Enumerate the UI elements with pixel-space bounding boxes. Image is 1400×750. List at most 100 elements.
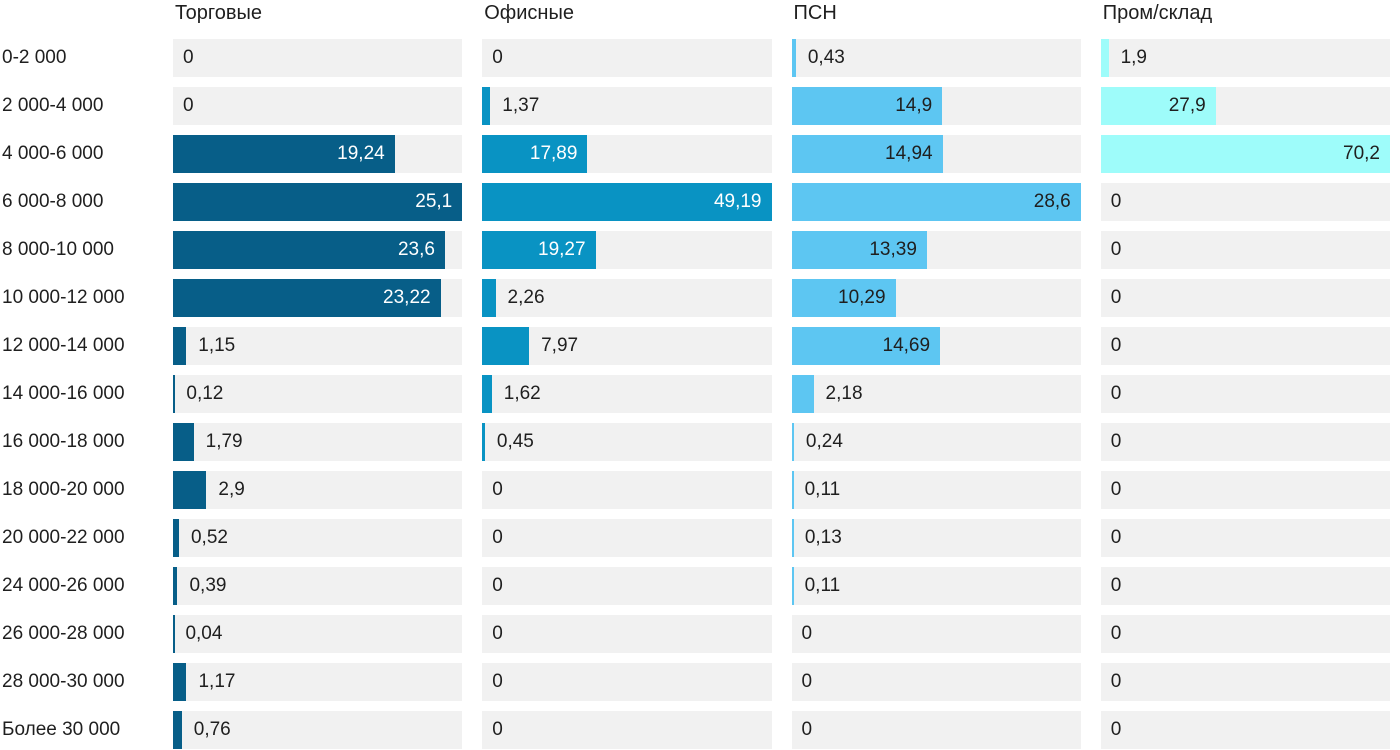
bar-value: 2,26 — [507, 287, 545, 308]
bar-value: 0 — [492, 575, 503, 596]
bar-fill: 17,89 — [482, 135, 588, 173]
bar-track: 0 — [482, 567, 772, 605]
row-label: 0-2 000 — [2, 47, 67, 68]
bar-fill: 19,24 — [173, 135, 395, 173]
row-label: 24 000-26 000 — [2, 575, 125, 596]
bar-fill: 23,22 — [173, 279, 441, 317]
bar-fill: 27,9 — [1100, 87, 1216, 125]
bar-fill — [482, 87, 491, 125]
bar-value: 0 — [492, 623, 503, 644]
bar-fill — [791, 471, 794, 509]
bar-value: 70,2 — [1343, 143, 1380, 164]
bar-track: 0 — [173, 87, 463, 125]
bar-track: 0 — [1100, 711, 1390, 749]
bar-track: 0 — [1100, 663, 1390, 701]
bar-track: 0,76 — [173, 711, 463, 749]
bar-value: 0,11 — [804, 479, 841, 500]
bar-value: 0,24 — [805, 431, 843, 452]
bar-track: 14,94 — [791, 135, 1081, 173]
bar-track: 0 — [791, 663, 1081, 701]
bar-value: 0 — [1110, 431, 1122, 452]
bar-fill: 70,2 — [1100, 135, 1390, 173]
bar-value: 27,9 — [1168, 95, 1206, 116]
bar-value: 0 — [801, 719, 813, 740]
row-label: 14 000-16 000 — [2, 383, 125, 404]
bar-track: 23,6 — [173, 231, 463, 269]
bar-fill: 13,39 — [791, 231, 927, 269]
bar-value: 0,52 — [190, 527, 228, 548]
bar-value: 25,1 — [415, 191, 453, 212]
bar-track: 0,39 — [173, 567, 463, 605]
bar-track: 0 — [482, 711, 772, 749]
bar-value: 0 — [492, 479, 503, 500]
bar-fill — [173, 615, 175, 653]
bar-fill — [173, 711, 182, 749]
bar-fill — [791, 423, 794, 461]
bar-track: 0 — [482, 615, 772, 653]
bar-value: 0 — [1110, 527, 1122, 548]
bar-track: 0 — [1100, 279, 1390, 317]
bar-value: 2,9 — [218, 479, 245, 500]
bar-value: 1,17 — [198, 671, 236, 692]
bar-track: 0,04 — [173, 615, 463, 653]
bar-track: 0 — [173, 39, 463, 77]
bar-fill — [482, 279, 496, 317]
bar-value: 0,45 — [496, 431, 534, 452]
bar-value: 0 — [183, 95, 194, 116]
bar-value: 0 — [801, 671, 813, 692]
bar-value: 19,24 — [337, 143, 385, 164]
bar-value: 0,76 — [193, 719, 231, 740]
row-label: 12 000-14 000 — [2, 335, 125, 356]
bar-fill: 14,9 — [791, 87, 943, 125]
bar-track: 19,24 — [173, 135, 463, 173]
bar-fill — [791, 375, 814, 413]
bar-track: 0,11 — [791, 567, 1081, 605]
bar-value: 0,13 — [804, 527, 842, 548]
bar-track: 0,13 — [791, 519, 1081, 557]
bar-track: 0,45 — [482, 423, 772, 461]
bar-track: 70,2 — [1100, 135, 1390, 173]
bar-track: 0 — [1100, 471, 1390, 509]
bar-track: 0 — [1100, 423, 1390, 461]
row-label: 20 000-22 000 — [2, 527, 125, 548]
bar-value: 0 — [1110, 335, 1122, 356]
bar-track: 1,17 — [173, 663, 463, 701]
bar-track: 0 — [1100, 375, 1390, 413]
bar-value: 0 — [1110, 239, 1122, 260]
bar-fill: 49,19 — [482, 183, 772, 221]
bar-track: 0,11 — [791, 471, 1081, 509]
bar-track: 2,9 — [173, 471, 463, 509]
bar-value: 0 — [183, 47, 194, 68]
bar-value: 14,69 — [882, 335, 931, 356]
bar-fill — [791, 519, 794, 557]
series-header-torgovye: Торговые — [175, 2, 263, 24]
bar-value: 14,94 — [885, 143, 933, 164]
bar-track: 0,12 — [173, 375, 463, 413]
bar-fill — [482, 375, 492, 413]
bar-fill: 19,27 — [482, 231, 596, 269]
bar-value: 14,9 — [895, 95, 933, 116]
series-header-prom-sklad: Пром/склад — [1102, 2, 1213, 24]
bar-fill — [173, 423, 194, 461]
bar-fill: 25,1 — [173, 183, 463, 221]
bar-value: 7,97 — [541, 335, 579, 356]
bar-fill — [173, 567, 178, 605]
bar-track: 23,22 — [173, 279, 463, 317]
row-label: 10 000-12 000 — [2, 287, 125, 308]
bar-fill — [173, 327, 187, 365]
series-header-psn: ПСН — [793, 2, 837, 24]
bar-fill — [791, 567, 794, 605]
bar-value: 0 — [1110, 383, 1122, 404]
bar-value: 0 — [1110, 719, 1122, 740]
bar-fill: 10,29 — [791, 279, 896, 317]
series-header-ofisnye: Офисные — [484, 2, 574, 24]
bar-track: 0 — [1100, 183, 1390, 221]
bar-value: 13,39 — [869, 239, 917, 260]
bar-track: 0 — [1100, 519, 1390, 557]
row-label: 26 000-28 000 — [2, 623, 125, 644]
bar-fill — [173, 663, 187, 701]
bar-track: 7,97 — [482, 327, 772, 365]
bar-value: 17,89 — [529, 143, 578, 164]
bar-track: 1,15 — [173, 327, 463, 365]
bar-track: 25,1 — [173, 183, 463, 221]
